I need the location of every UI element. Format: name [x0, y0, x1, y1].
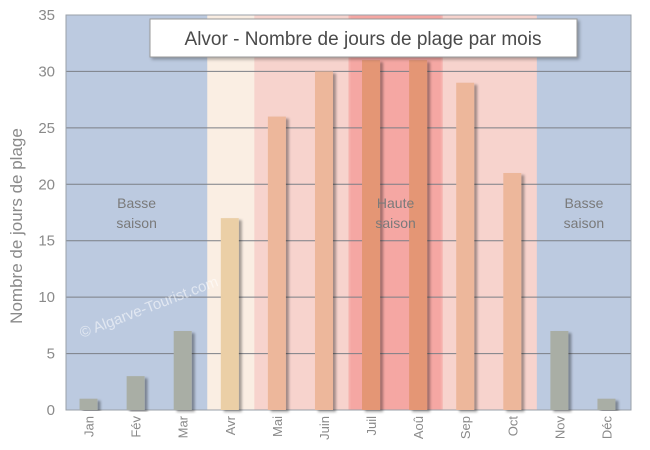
y-tick-label: 15	[38, 233, 55, 250]
season-label-line2: saison	[375, 215, 415, 231]
x-tick-label: Déc	[599, 416, 614, 440]
x-tick-label: Mar	[176, 415, 191, 438]
bar-Mar	[173, 331, 192, 410]
bar-Déc	[597, 398, 616, 410]
x-tick-label: Fév	[129, 416, 144, 438]
y-tick-label: 10	[38, 289, 55, 306]
gridlines	[65, 14, 632, 411]
season-label-line2: saison	[564, 215, 604, 231]
x-tick-label: Mai	[270, 416, 285, 437]
chart-title-box: Alvor - Nombre de jours de plage par moi…	[149, 18, 578, 58]
y-tick-label: 30	[38, 63, 55, 80]
season-band	[113, 15, 161, 410]
bar-Sep	[456, 82, 475, 410]
x-tick-label: Juil	[364, 416, 379, 436]
bar-Jan	[79, 398, 98, 410]
plot-frame	[65, 14, 632, 411]
y-tick-label: 5	[47, 346, 55, 363]
x-tick-label: Aoû	[411, 416, 426, 439]
season-label-line1: Basse	[564, 195, 603, 211]
y-tick-label: 20	[38, 176, 55, 193]
bar-Nov	[550, 331, 569, 410]
y-tick-label: 35	[38, 7, 55, 24]
bar-Fév	[126, 376, 145, 410]
chart-title: Alvor - Nombre de jours de plage par moi…	[185, 29, 542, 50]
season-label-line1: Basse	[117, 195, 156, 211]
x-tick-label: Avr	[223, 415, 238, 435]
x-tick-labels: Jan Fév Mar Avr Mai Juin Juil Aoû Sep Oct Nov Déc	[82, 415, 615, 440]
season-label-line1: Haute	[377, 195, 415, 211]
y-tick-label: 25	[38, 120, 55, 137]
season-label-line2: saison	[116, 215, 156, 231]
season-labels: Basse saison Haute saison Basse saison	[116, 195, 604, 231]
season-band	[583, 15, 632, 410]
x-tick-label: Sep	[458, 416, 473, 439]
x-tick-label: Juin	[317, 416, 332, 440]
y-tick-labels: 0 5 10 15 20 25 30 35	[38, 7, 55, 419]
bar-Juin	[314, 71, 333, 410]
bar-Mai	[267, 116, 286, 411]
x-tick-label: Nov	[552, 416, 567, 440]
season-bands	[66, 15, 632, 410]
bar-Juil	[362, 60, 381, 411]
y-tick-label: 0	[47, 402, 55, 419]
y-axis-label: Nombre de jours de plage	[7, 128, 26, 324]
bars	[79, 60, 616, 411]
bar-Avr	[220, 218, 239, 410]
season-band	[66, 15, 114, 410]
bar-Oct	[503, 173, 522, 410]
x-tick-label: Jan	[82, 416, 97, 437]
bar-Aoû	[409, 60, 428, 411]
x-tick-label: Oct	[505, 416, 520, 437]
